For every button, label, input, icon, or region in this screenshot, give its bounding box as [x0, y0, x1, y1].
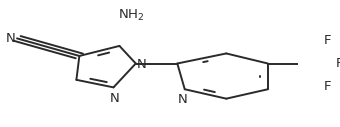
- Text: N: N: [110, 92, 120, 105]
- Text: N: N: [177, 93, 187, 106]
- Text: F: F: [336, 57, 340, 70]
- Text: F: F: [324, 34, 331, 47]
- Text: F: F: [324, 80, 331, 93]
- Text: N: N: [137, 58, 147, 71]
- Text: N: N: [6, 32, 16, 45]
- Text: NH$_2$: NH$_2$: [118, 8, 144, 23]
